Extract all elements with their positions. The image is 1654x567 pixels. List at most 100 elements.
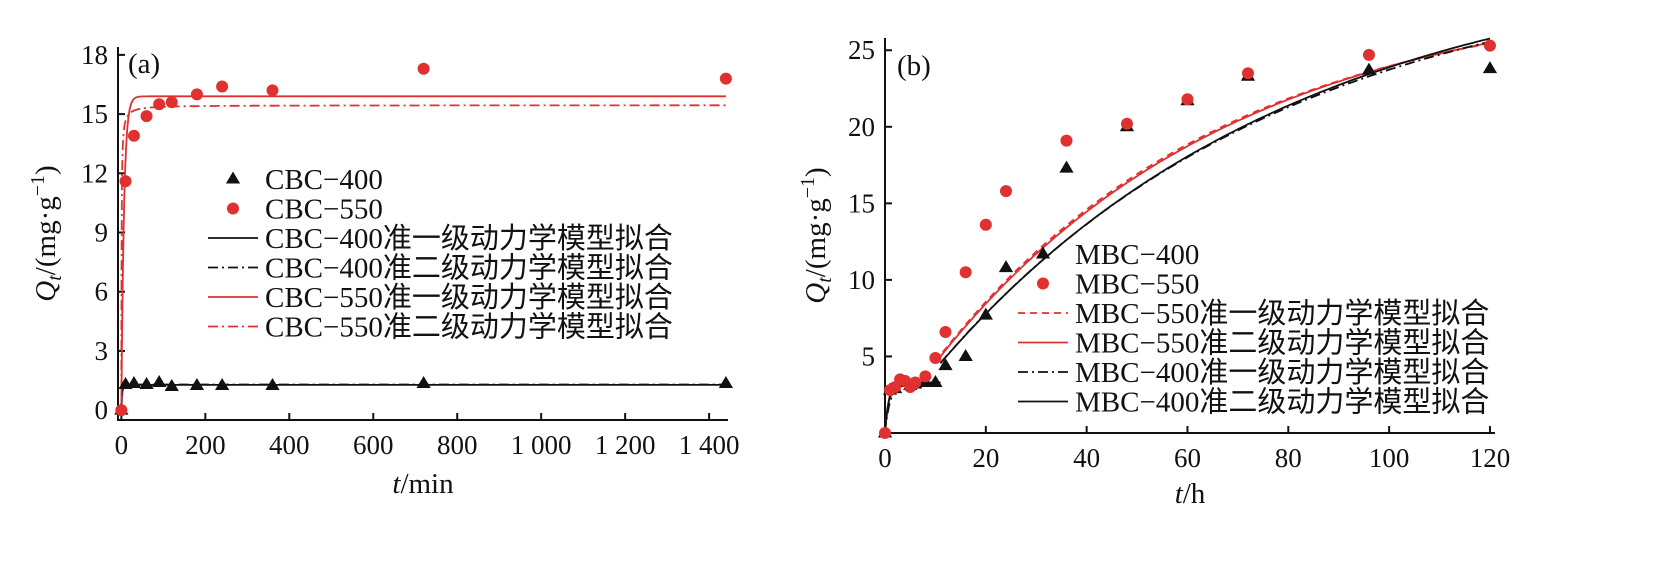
panel-a-point-circle [165,96,178,109]
panel-a-point-circle [266,84,279,97]
panel-b-point-triangle [978,307,993,320]
panel-a-point-circle [719,72,732,85]
panel-b-legend-label: MBC−400准二级动力学模型拟合 [1075,386,1489,419]
panel-a-xtick-label: 200 [185,430,226,460]
panel-a-legend-marker [225,171,241,184]
panel-b-point-circle [1120,117,1133,130]
panel-a-xtick-label: 400 [269,430,310,460]
panel-a-fit-line-2 [120,384,726,411]
panel-b-point-circle [1483,39,1496,52]
panel-b-xtick-label: 40 [1073,443,1100,473]
panel-b-xtick-label: 20 [972,443,999,473]
panel-a-xtick-label: 1 200 [595,430,656,460]
panel-a-xtick-label: 0 [115,430,129,460]
panel-a-ytick-label: 18 [81,40,108,70]
panel-b-point-triangle [1482,61,1498,74]
panel-b-label: (b) [897,50,931,82]
panel-b-fit-line-5 [939,37,1491,364]
panel-b-legend-marker [1035,246,1051,259]
panel-b-point-circle [1181,93,1194,106]
panel-b-chart: 5 10 15 20 25 0 20 40 60 80 100 120 (b) t/h Qt/(mg·g−1… [797,35,1510,510]
panel-a-ytick-label: 0 [95,395,109,425]
panel-a-fit-line-3 [120,383,726,411]
panel-b-xtick-label: 60 [1174,443,1201,473]
panel-b-xtick-label: 100 [1369,443,1410,473]
panel-b-ytick-label: 10 [848,265,875,295]
panel-a-legend-label: CBC−550准二级动力学模型拟合 [265,311,673,344]
panel-a-legend-label: CBC−550 [265,194,383,226]
panel-b-ytick-label: 15 [848,188,875,218]
panel-a-legend: CBC−400CBC−550CBC−400准一级动力学模型拟合CBC−400准二… [208,164,673,344]
panel-a-point-triangle [214,377,230,390]
panel-b-legend-label: MBC−550准二级动力学模型拟合 [1075,327,1489,360]
panel-b-xtick-label: 0 [878,443,892,473]
panel-b-legend-label: MBC−550准一级动力学模型拟合 [1075,297,1489,330]
panel-a-point-triangle [152,375,167,388]
panel-a-ytick-label: 12 [81,158,108,188]
panel-b-point-circle [919,370,932,383]
panel-a-ytick-label: 3 [95,336,109,366]
panel-b-legend-label: MBC−400准一级动力学模型拟合 [1075,356,1489,389]
panel-b-fit-line-2 [934,42,1491,363]
panel-a-ytick-label: 9 [95,218,109,248]
panel-a-point-circle [140,110,153,123]
panel-a-xtick-label: 600 [353,430,394,460]
panel-a-point-circle [216,80,229,93]
panel-b-legend-label: MBC−400 [1075,239,1199,271]
panel-a-chart: 0 3 6 9 12 15 18 0 200 400 600 800 1 000 1 200 1 400 (a… [27,40,739,500]
panel-b-point-circle [929,351,942,364]
panel-b-point-circle [879,427,891,439]
panel-a-legend-label: CBC−400 [265,164,383,196]
panel-b-point-circle [1362,48,1375,61]
panel-a-xtick-label: 800 [437,430,478,460]
panel-b-yaxis-title: Qt/(mg·g−1) [797,167,836,303]
panel-a-legend-label: CBC−550准一级动力学模型拟合 [265,281,673,314]
panel-a-axes [117,47,728,421]
panel-a-point-circle [153,98,166,111]
panel-a-point-circle [127,129,140,142]
panel-b-point-triangle [938,358,953,371]
panel-a-yaxis-title: Qt/(mg·g−1) [27,165,66,301]
panel-b-point-triangle [958,348,973,361]
panel-b-legend-label: MBC−550 [1075,269,1199,301]
panel-a-point-circle [417,62,430,75]
panel-a-xtick-label: 1 400 [679,430,740,460]
panel-b-xtick-label: 120 [1470,443,1511,473]
panel-a-point-triangle [189,377,205,390]
panel-b-point-triangle [998,260,1014,273]
panel-b-point-circle [1060,134,1073,147]
panel-a-label: (a) [128,48,160,80]
panel-b-xtick-label: 80 [1275,443,1302,473]
panel-b-point-circle [959,266,972,279]
panel-a-legend-marker [227,202,239,215]
panel-a-legend-label: CBC−400准二级动力学模型拟合 [265,252,673,285]
panel-b-point-triangle [1059,160,1074,173]
panel-a-legend-label: CBC−400准一级动力学模型拟合 [265,222,673,255]
panel-b-xaxis-title: t/h [1175,478,1206,510]
panel-a-point-circle [115,404,128,417]
panel-a-point-triangle [718,375,734,388]
panel-b-point-circle [909,376,922,389]
panel-a-point-triangle [265,377,280,390]
panel-b-ytick-label: 20 [848,112,875,142]
panel-b-ytick-label: 25 [848,35,875,65]
panel-b-point-circle [1241,67,1254,80]
panel-a-xaxis-title: t/min [392,468,454,500]
panel-b-point-circle [939,325,952,338]
panel-a-point-circle [119,175,132,188]
panel-b-legend: MBC−400MBC−550MBC−550准一级动力学模型拟合MBC−550准二… [1018,239,1489,419]
panel-a-ytick-label: 15 [81,99,108,129]
panel-b-ytick-label: 5 [862,341,876,371]
panel-b-point-triangle [1361,62,1377,75]
panel-a-ytick-label: 6 [95,277,109,307]
panel-a-point-circle [190,88,203,101]
panel-b-legend-marker [1037,277,1049,290]
panel-a-point-triangle [164,378,179,391]
panel-a-point-triangle [126,375,142,388]
panel-a-point-triangle [139,376,154,389]
panel-b-point-circle [999,185,1012,198]
panel-a-point-triangle [416,375,431,388]
panel-a-fit-line-5 [120,104,726,411]
panel-b-point-triangle [928,374,943,387]
